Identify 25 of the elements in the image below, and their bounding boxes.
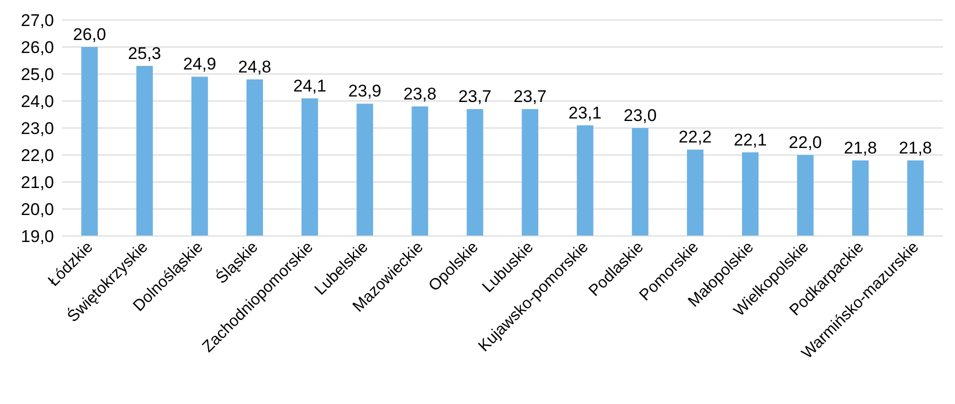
y-tick-label: 27,0 [20, 10, 54, 30]
y-tick-label: 20,0 [20, 200, 54, 219]
y-tick-label: 21,0 [20, 172, 54, 192]
data-label: 22,2 [678, 128, 712, 147]
y-tick-label: 19,0 [20, 226, 54, 246]
data-label: 21,8 [844, 138, 877, 158]
data-label: 26,0 [72, 25, 106, 44]
y-tick-label: 23,0 [20, 118, 54, 138]
data-label: 22,0 [788, 133, 822, 152]
data-label: 21,8 [898, 138, 932, 158]
y-tick-label: 26,0 [20, 38, 54, 57]
data-label: 23,8 [403, 84, 436, 104]
data-label: 23,9 [348, 82, 382, 101]
data-label: 22,1 [734, 130, 767, 150]
data-label: 24,9 [183, 54, 216, 74]
data-label: 23,1 [568, 103, 602, 122]
data-label: 23,0 [624, 106, 657, 125]
data-label: 23,7 [513, 87, 547, 106]
data-label: 24,1 [293, 76, 326, 96]
y-tick-label: 24,0 [20, 92, 54, 111]
data-label: 24,8 [238, 57, 272, 76]
data-label: 25,3 [128, 44, 162, 63]
y-tick-label: 25,0 [20, 64, 54, 84]
data-label: 23,7 [458, 87, 492, 106]
y-tick-label: 22,0 [20, 146, 54, 165]
